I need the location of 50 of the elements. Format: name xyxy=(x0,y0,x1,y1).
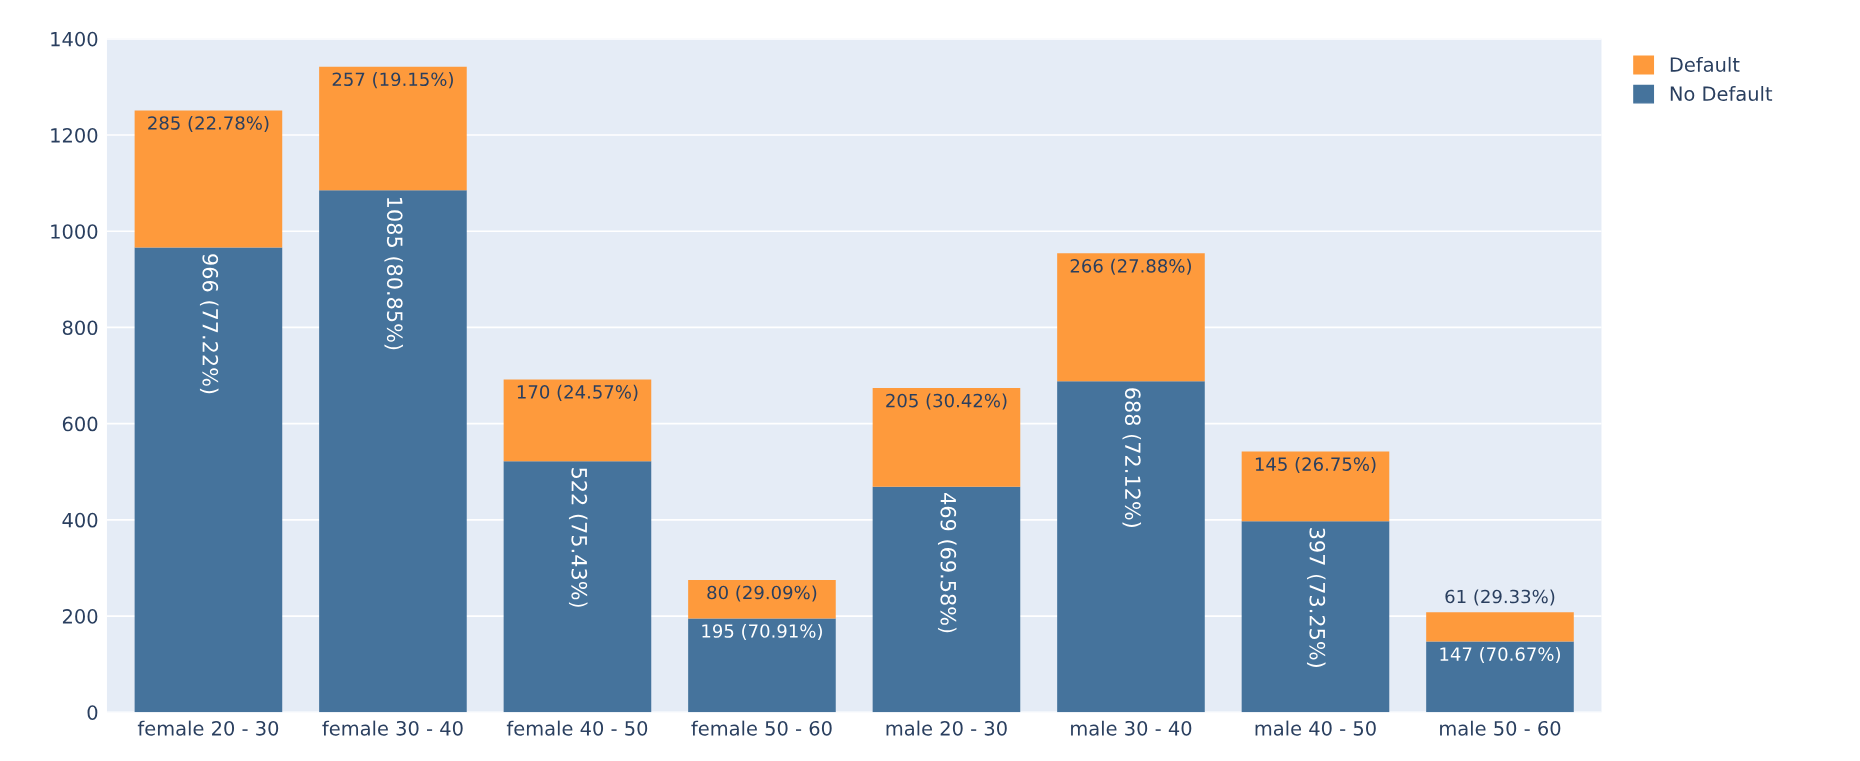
data-label: 397 (73.25%) xyxy=(1306,528,1326,667)
bar xyxy=(134,110,283,248)
data-label: 205 (30.42%) xyxy=(886,393,1007,410)
y-tick-label: 1000 xyxy=(51,224,98,239)
bar xyxy=(1426,641,1574,713)
x-tick-label: male 30 - 40 xyxy=(1071,720,1192,736)
bar xyxy=(319,66,467,191)
bar xyxy=(688,618,836,713)
bar xyxy=(688,580,836,619)
x-tick-label: female 30 - 40 xyxy=(322,720,463,736)
x-tick-label: female 50 - 60 xyxy=(691,720,832,736)
y-tick-label: 0 xyxy=(87,705,98,720)
y-tick-label: 800 xyxy=(62,320,98,336)
data-label: 688 (72.12%) xyxy=(1122,388,1142,527)
data-label: 966 (77.22%) xyxy=(199,254,219,394)
bar xyxy=(1426,612,1574,642)
x-tick-label: male 20 - 30 xyxy=(886,720,1007,736)
bar xyxy=(1057,253,1205,382)
legend-label: No Default xyxy=(1670,86,1773,102)
data-label: 145 (26.75%) xyxy=(1255,456,1376,474)
data-label: 469 (69.58%) xyxy=(937,493,957,633)
bar xyxy=(319,190,467,713)
bar xyxy=(1241,521,1390,713)
data-label: 1085 (80.85%) xyxy=(384,198,403,350)
bar xyxy=(1057,381,1205,713)
y-tick-label: 200 xyxy=(62,609,98,624)
bar xyxy=(503,379,652,462)
x-tick-label: female 20 - 30 xyxy=(137,720,279,736)
data-label: 80 (29.09%) xyxy=(707,585,817,602)
bar xyxy=(503,461,652,713)
bar xyxy=(134,247,283,713)
data-label: 285 (22.78%) xyxy=(148,115,269,132)
data-label: 147 (70.67%) xyxy=(1440,646,1560,664)
data-label: 195 (70.91%) xyxy=(702,623,822,640)
y-tick-label: 400 xyxy=(62,512,98,528)
bar xyxy=(872,388,1021,487)
data-label: 266 (27.88%) xyxy=(1070,258,1191,275)
data-label: 170 (24.57%) xyxy=(517,384,638,401)
x-tick-label: female 40 - 50 xyxy=(506,720,648,736)
legend-label: Default xyxy=(1670,56,1740,72)
y-tick-label: 600 xyxy=(62,416,98,432)
data-label: 257 (19.15%) xyxy=(332,72,453,89)
y-tick-label: 1200 xyxy=(51,127,98,143)
y-tick-label: 1400 xyxy=(51,31,98,47)
bar xyxy=(1241,451,1390,522)
bar xyxy=(872,486,1021,713)
x-tick-label: male 40 - 50 xyxy=(1255,720,1376,736)
data-label: 61 (29.33%) xyxy=(1445,589,1555,606)
x-tick-label: male 50 - 60 xyxy=(1440,720,1561,736)
data-label: 522 (75.43%) xyxy=(568,468,588,607)
